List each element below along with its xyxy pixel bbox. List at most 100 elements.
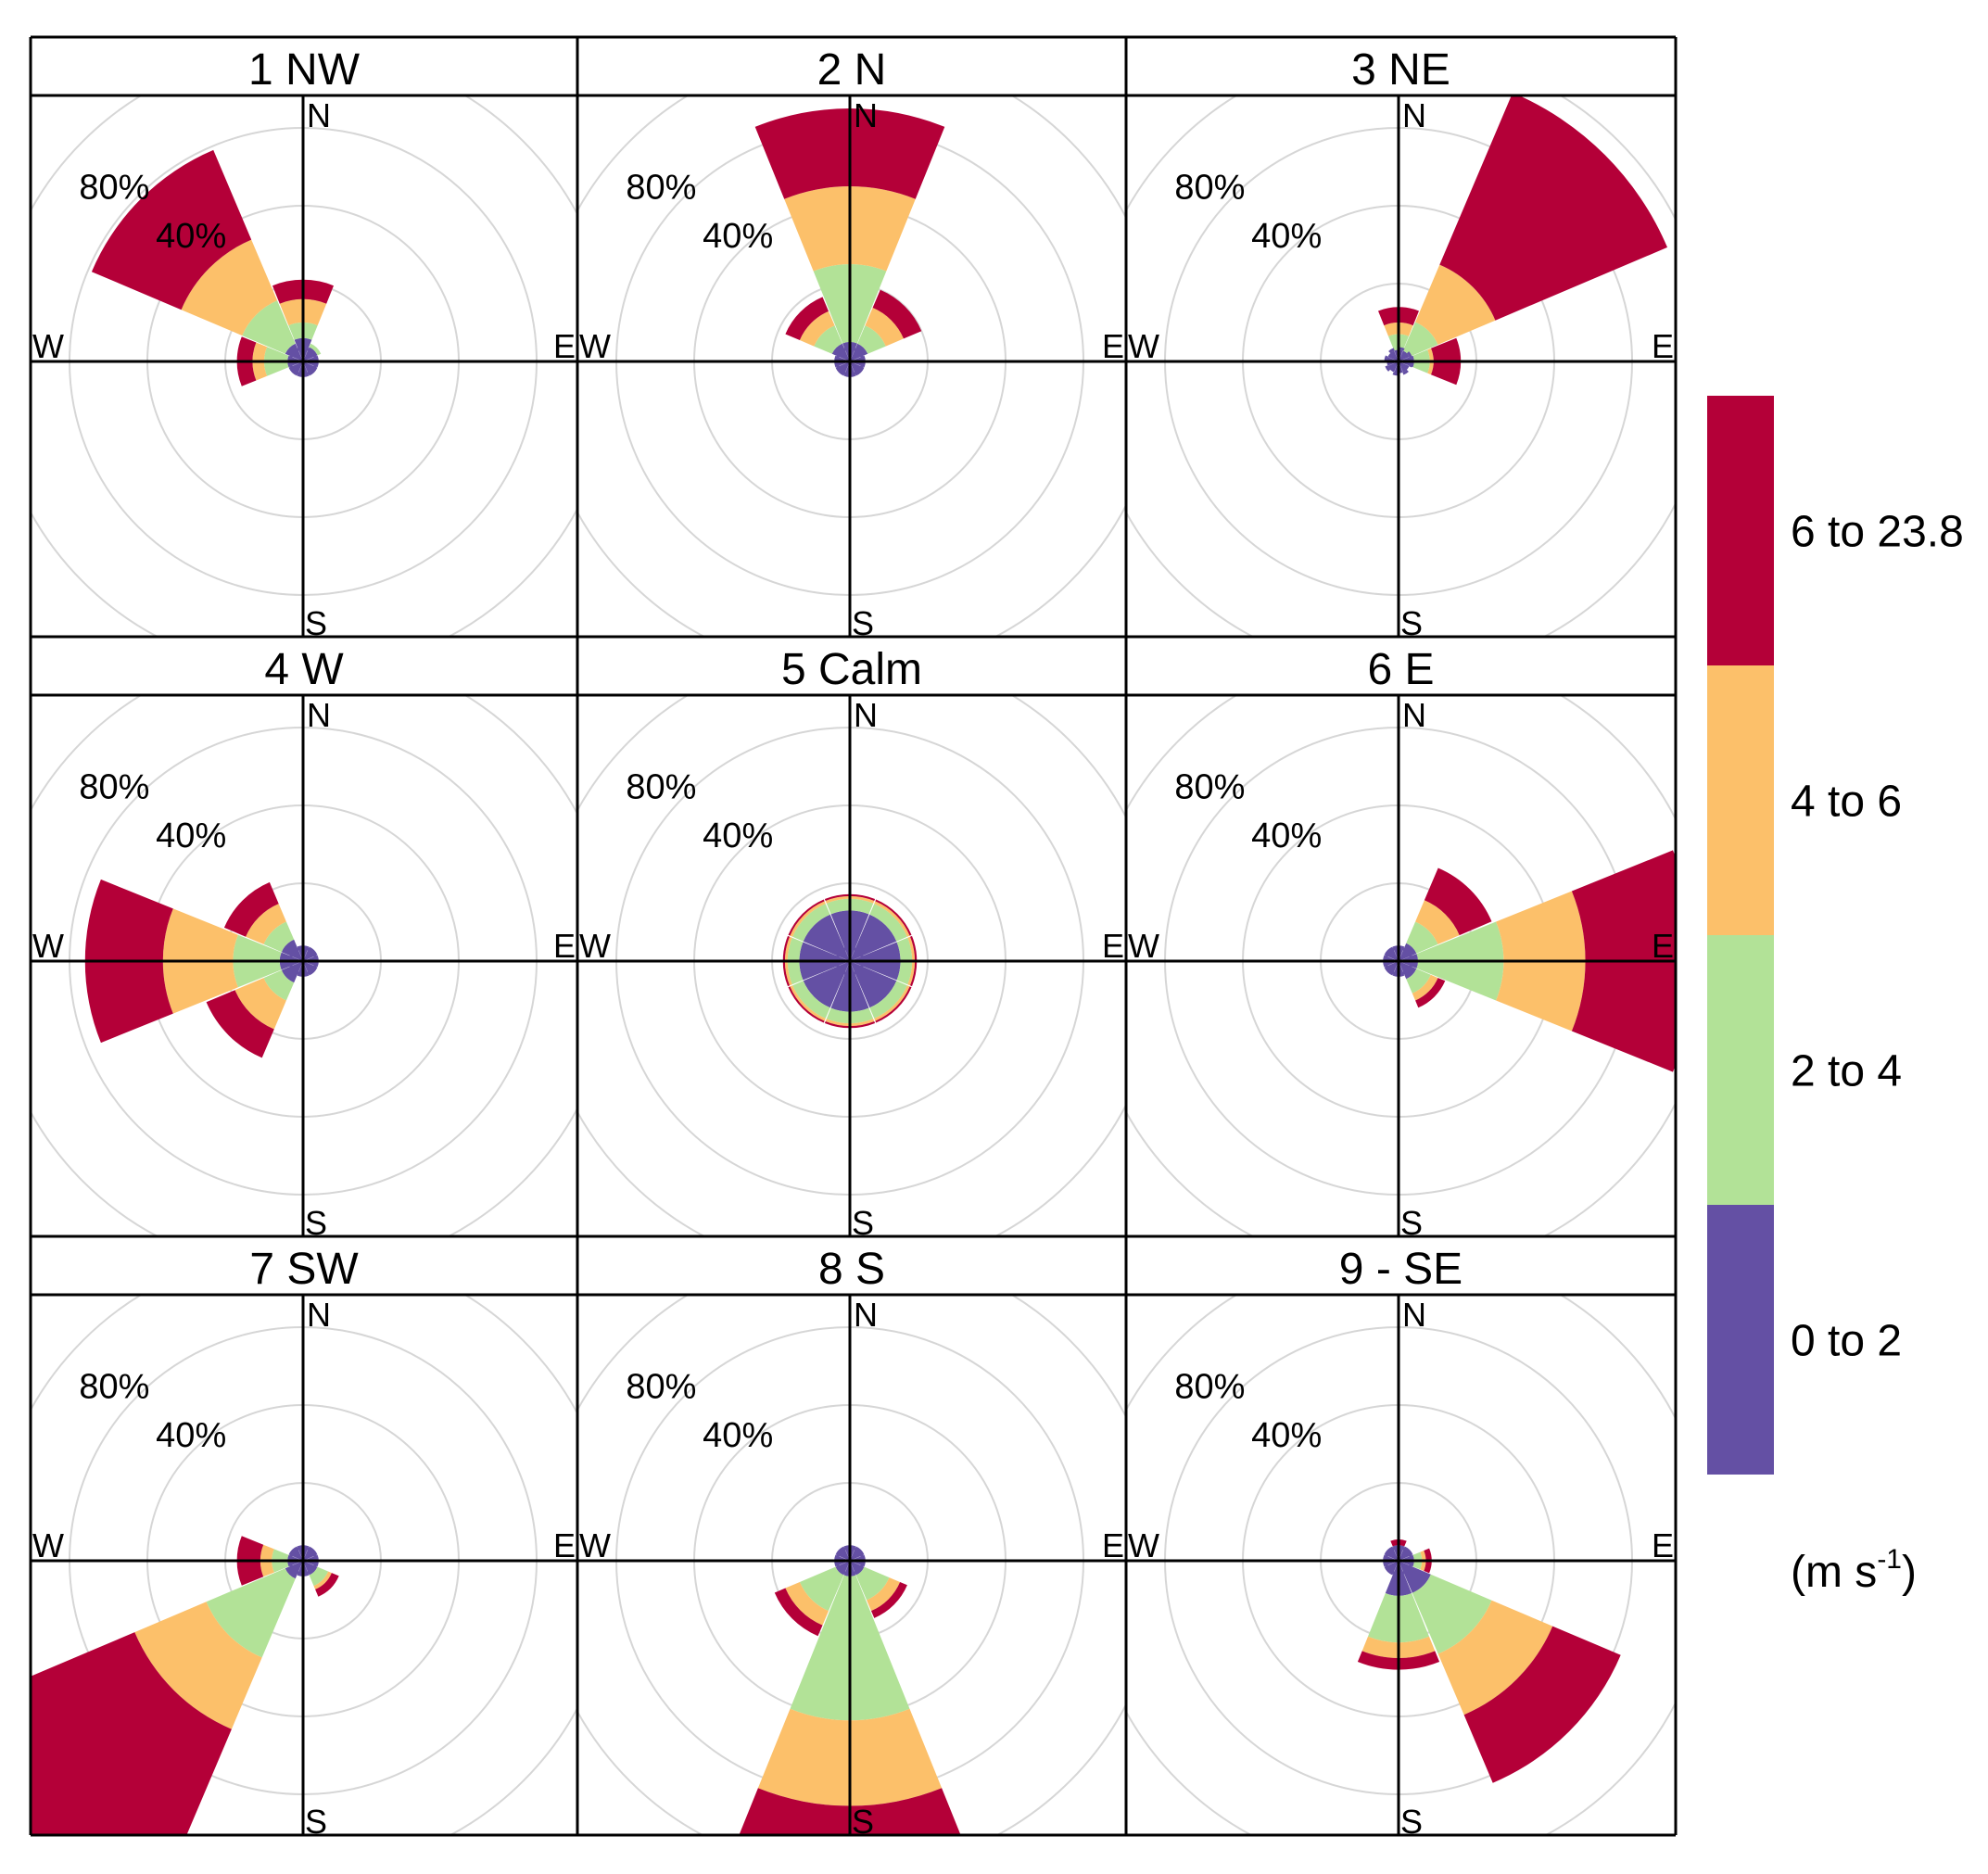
legend-label-3: 6 to 23.8 (1791, 508, 1964, 557)
petal-225-bin-3 (206, 990, 274, 1058)
compass-s: S (852, 1204, 874, 1242)
compass-e: E (1652, 1526, 1674, 1564)
petal-45-bin-0 (850, 914, 897, 961)
compass-e: E (1652, 327, 1674, 365)
petal-135-bin-0 (1399, 361, 1410, 373)
petal-135-bin-0 (303, 361, 318, 376)
petal-315-bin-2 (799, 310, 835, 347)
petal-315-bin-0 (1384, 946, 1399, 961)
compass-w: W (1128, 327, 1159, 365)
petal-135-bin-3 (1415, 978, 1446, 1008)
petal-45-bin-1 (1406, 921, 1438, 954)
panel-plot-area: 40%80% N S E W (1126, 95, 1676, 642)
legend-swatch-0 (1707, 1205, 1774, 1475)
petal-225-bin-2 (234, 978, 286, 1030)
ring-label-80: 80% (79, 168, 149, 207)
panel-2: 40%80% N S E W 2 N (577, 45, 1126, 642)
ring-label-80: 80% (1174, 767, 1245, 806)
ring-label-80: 80% (626, 1367, 696, 1406)
petal-315-bin-0 (1387, 350, 1399, 361)
petal-225-bin-0 (1387, 361, 1399, 373)
compass-s: S (852, 604, 874, 642)
petal-135-bin-1 (309, 1566, 329, 1587)
petal-315-bin-1 (242, 300, 296, 354)
legend-units: (m s-1) (1791, 1544, 1917, 1597)
compass-n: N (307, 1296, 331, 1334)
petal-0-bin-2 (825, 895, 875, 904)
compass-s: S (1400, 604, 1423, 642)
petal-315-bin-0 (831, 343, 850, 361)
petal-315-bin-3 (785, 297, 829, 340)
compass-w: W (1128, 1526, 1159, 1564)
petal-135-bin-2 (1412, 974, 1438, 1001)
petal-225-bin-3 (774, 1588, 823, 1637)
compass-e: E (1102, 327, 1124, 365)
compass-s: S (852, 1803, 874, 1841)
ring-label-40: 40% (156, 817, 226, 855)
petal-135-bin-1 (1406, 969, 1431, 994)
petal-135-bin-0 (850, 961, 897, 1008)
petal-0-bin-3 (824, 893, 876, 901)
petal-90-bin-3 (910, 935, 918, 987)
petal-45-bin-0 (850, 343, 868, 361)
petal-315-bin-1 (263, 921, 295, 953)
petal-45-bin-1 (1402, 322, 1438, 358)
petal-270-bin-2 (784, 936, 792, 986)
compass-n: N (307, 696, 331, 734)
petal-270-bin-3 (782, 935, 790, 987)
petal-45-bin-0 (1399, 1546, 1413, 1561)
compass-w: W (579, 1526, 611, 1564)
panel-title: 8 S (818, 1245, 885, 1294)
compass-n: N (1402, 96, 1426, 134)
petal-180-bin-3 (824, 1021, 876, 1029)
petal-135-bin-3 (871, 1582, 907, 1618)
panel-title: 5 Calm (781, 645, 922, 694)
petal-225-bin-0 (835, 361, 850, 376)
panel-plot-area: 40%80% N S E W (31, 95, 577, 642)
petal-135-bin-3 (1463, 1626, 1621, 1783)
petal-45-bin-0 (1399, 943, 1417, 961)
panel-1: 40%80% N S E W 1 NW (31, 45, 577, 642)
petal-45-bin-1 (869, 904, 907, 942)
compass-w: W (32, 327, 64, 365)
compass-s: S (305, 604, 327, 642)
petal-225-bin-0 (1384, 961, 1399, 976)
petal-135-bin-0 (303, 961, 318, 976)
petal-45-bin-0 (303, 347, 318, 361)
legend-units-base: (m s (1791, 1548, 1877, 1597)
petal-225-bin-1 (263, 969, 295, 1001)
ring-label-40: 40% (1251, 1416, 1322, 1455)
compass-e: E (553, 1526, 576, 1564)
petal-225-bin-0 (803, 961, 850, 1008)
petal-225-bin-1 (799, 1566, 844, 1612)
ring-label-80: 80% (79, 767, 149, 806)
panel-7: 40%80% N S E W 7 SW (31, 1245, 577, 1835)
petal-315-bin-0 (288, 1546, 303, 1561)
petal-225-bin-2 (790, 985, 826, 1021)
legend-label-2: 4 to 6 (1791, 778, 1902, 827)
petal-45-bin-1 (309, 343, 322, 356)
panel-6: 40%80% N S E W 6 E (1126, 645, 1676, 1236)
petal-315-bin-1 (792, 904, 830, 942)
panel-title: 1 NW (248, 45, 361, 95)
petal-135-bin-2 (1437, 1600, 1553, 1716)
compass-e: E (553, 927, 576, 965)
petal-315-bin-0 (835, 1546, 850, 1561)
petal-45-bin-0 (850, 1546, 865, 1561)
ring-label-40: 40% (703, 217, 773, 256)
petal-315-bin-3 (223, 881, 279, 937)
compass-n: N (854, 96, 878, 134)
petal-135-bin-0 (850, 1561, 865, 1576)
panel-title: 2 N (817, 45, 887, 95)
ring-label-40: 40% (703, 817, 773, 855)
panel-title: 3 NE (1351, 45, 1450, 95)
panel-plot-area: 40%80% N S E W (31, 695, 577, 1236)
panel-5: 40%80% N S E W 5 Calm (577, 645, 1126, 1242)
petal-225-bin-0 (288, 361, 303, 376)
petal-225-bin-0 (835, 1561, 850, 1576)
ring-label-40: 40% (1251, 817, 1322, 855)
petal-45-bin-3 (872, 289, 922, 339)
petal-315-bin-1 (814, 325, 842, 354)
petal-45-bin-2 (1415, 264, 1496, 345)
